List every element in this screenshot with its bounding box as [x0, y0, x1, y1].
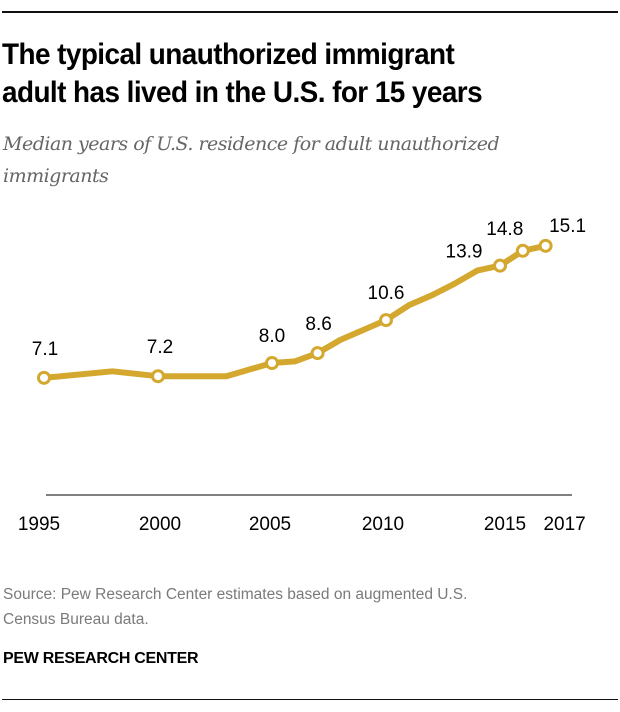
top-rule [2, 11, 618, 13]
source-line-1: Source: Pew Research Center estimates ba… [3, 586, 468, 603]
series-layer [41, 242, 549, 381]
chart-title: The typical unauthorized immigrant adult… [2, 36, 569, 112]
data-point-marker-2010 [379, 313, 393, 328]
data-label-1995: 7.1 [32, 339, 58, 360]
data-point-marker-2005 [265, 356, 279, 370]
x-tick-label-1995: 1995 [18, 514, 60, 535]
pew-research-center-logo: PEW RESEARCH CENTER [3, 650, 199, 667]
data-point-marker-2015 [493, 258, 507, 273]
source-note: Source: Pew Research Center estimates ba… [3, 582, 615, 632]
data-label-2007: 8.6 [305, 314, 331, 335]
data-label-layer: 7.1 7.2 8.0 8.6 10.6 13.914.8 15.1 [32, 216, 586, 360]
x-tick-label-2000: 2000 [139, 514, 181, 535]
data-point-marker-2007 [310, 346, 325, 361]
title-line-1: The typical unauthorized immigrant [2, 38, 455, 71]
x-tick-label-2015: 2015 [484, 514, 526, 535]
data-point-marker-2000 [151, 369, 165, 384]
data-label-2005: 8.0 [259, 326, 285, 347]
marker-layer [37, 238, 553, 385]
data-label-2010: 10.6 [368, 283, 405, 304]
data-label-2017: 15.1 [549, 216, 586, 237]
x-tick-label-2010: 2010 [362, 514, 404, 535]
series-line [41, 242, 549, 381]
data-label-2015: 13.9 [446, 242, 483, 263]
bottom-rule [2, 699, 618, 700]
data-point-marker-1995 [37, 370, 51, 385]
source-line-2: Census Bureau data. [3, 611, 149, 628]
data-point-marker-2016 [515, 243, 530, 258]
x-tick-label-2017: 2017 [543, 514, 585, 535]
chart-subtitle: Median years of U.S. residence for adult… [3, 128, 615, 192]
x-tick-label-layer: 1995 2000 2005 2010 2015 2017 [18, 514, 586, 535]
data-point-marker-2017 [538, 238, 553, 253]
subtitle-line-1: Median years of U.S. residence for adult… [3, 133, 500, 155]
data-label-2016: 14.8 [486, 219, 523, 240]
data-label-2000: 7.2 [147, 337, 173, 358]
subtitle-line-2: immigrants [3, 165, 109, 187]
x-tick-label-2005: 2005 [249, 514, 291, 535]
title-line-2: adult has lived in the U.S. for 15 years [2, 76, 483, 109]
